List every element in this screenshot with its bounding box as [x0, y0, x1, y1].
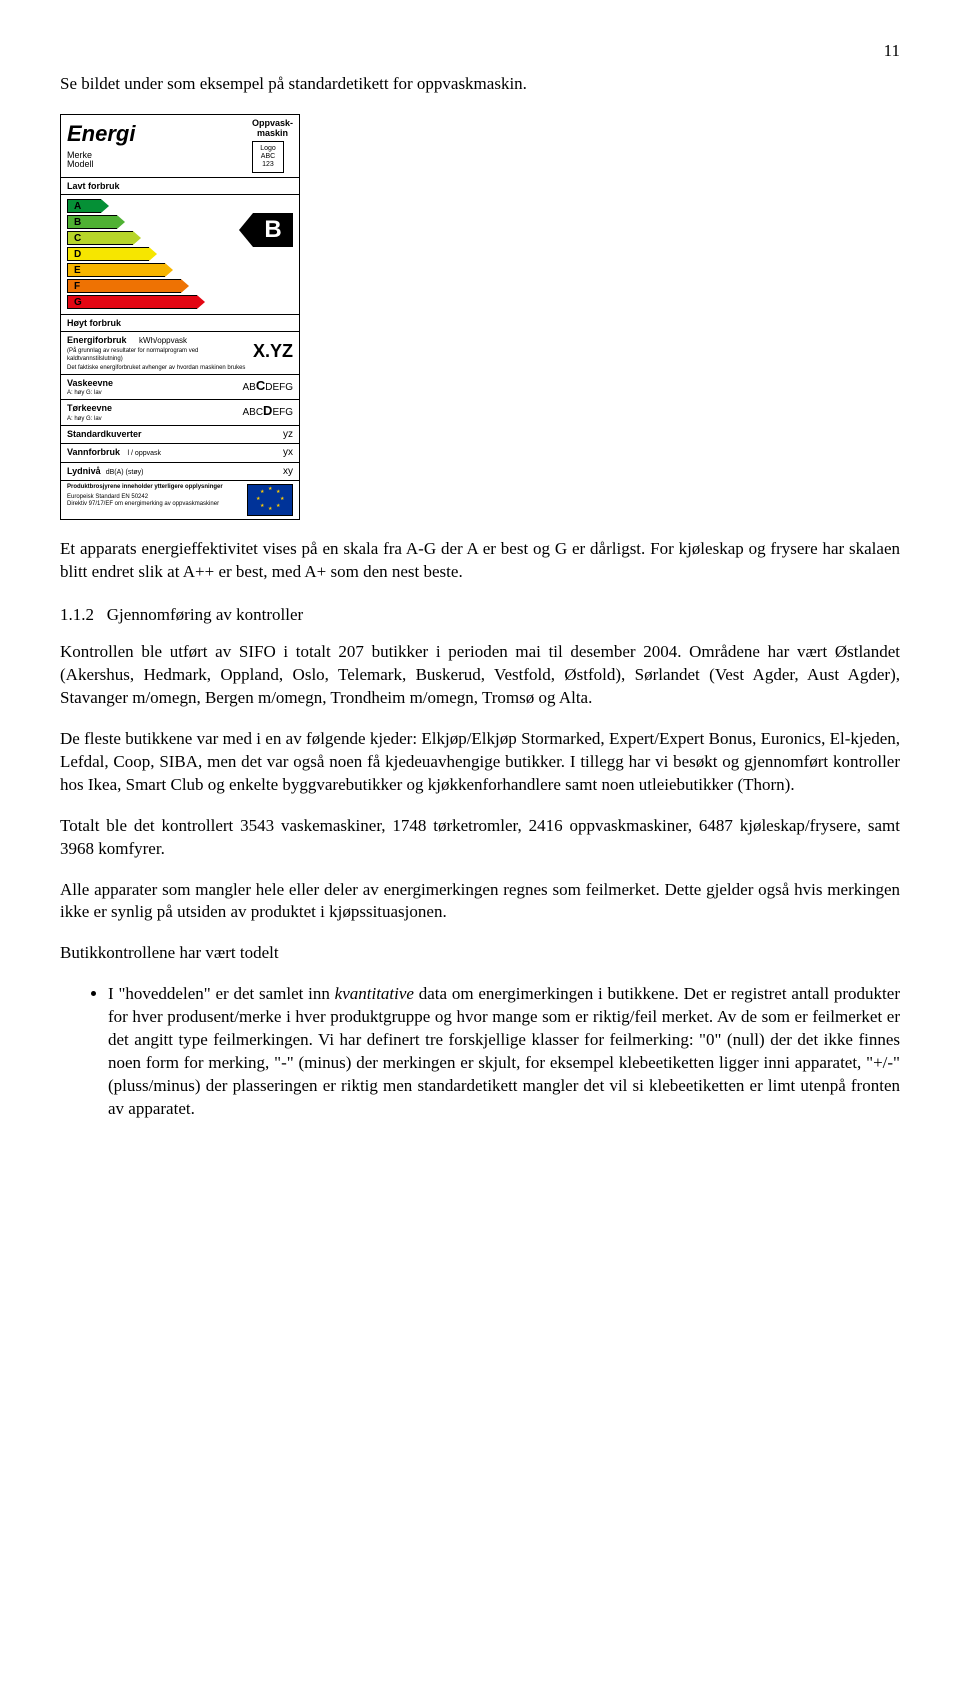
- vaskeevne-value: ABCDEFG: [242, 377, 293, 397]
- ef-note: Det faktiske energiforbruket avhenger av…: [61, 364, 299, 375]
- after-label-paragraph: Et apparats energieffektivitet vises på …: [60, 538, 900, 584]
- energy-label: Energi Merke Modell Oppvask- maskin Logo…: [60, 114, 300, 520]
- vannforbruk-label: Vannforbruk: [67, 447, 120, 457]
- footer-text-2: Europeisk Standard EN 50242 Direktiv 97/…: [67, 494, 241, 507]
- vann-value: yx: [283, 446, 293, 460]
- maskin-label: maskin: [252, 129, 293, 139]
- stdkuv-label: Standardkuverter: [67, 428, 142, 442]
- logo-box: Logo ABC 123: [252, 141, 284, 173]
- bullet-item: I "hoveddelen" er det samlet inn kvantit…: [108, 983, 900, 1121]
- torkeevne-label: Tørkeevne: [67, 403, 112, 413]
- energi-title: Energi: [67, 119, 135, 149]
- paragraph-k5: Butikkontrollene har vært todelt: [60, 942, 900, 965]
- rating-arrows: A B C D E F G B: [61, 195, 299, 315]
- ef-sub: (På grunnlag av resultater for normalpro…: [67, 347, 253, 363]
- section-heading: 1.1.2 Gjennomføring av kontroller: [60, 604, 900, 627]
- vaskeevne-label: Vaskeevne: [67, 378, 113, 388]
- paragraph-k2: De fleste butikkene var med i en av følg…: [60, 728, 900, 797]
- paragraph-k1: Kontrollen ble utført av SIFO i totalt 2…: [60, 641, 900, 710]
- torkeevne-value: ABCDEFG: [242, 402, 293, 422]
- ef-value: X.YZ: [253, 339, 293, 363]
- modell-label: Modell: [67, 160, 135, 170]
- footer-text-1: Produktbrosjyrene inneholder ytterligere…: [67, 484, 241, 490]
- eu-flag-icon: ★ ★ ★ ★ ★ ★ ★ ★: [247, 484, 293, 516]
- hoyt-forbruk: Høyt forbruk: [61, 315, 299, 332]
- paragraph-k3: Totalt ble det kontrollert 3543 vaskemas…: [60, 815, 900, 861]
- intro-paragraph: Se bildet under som eksempel på standard…: [60, 73, 900, 96]
- lydniva-label: Lydnivå: [67, 466, 101, 476]
- rating-letter: B: [253, 213, 293, 247]
- paragraph-k4: Alle apparater som mangler hele eller de…: [60, 879, 900, 925]
- lyd-value: xy: [283, 465, 293, 479]
- stdkuv-value: yz: [283, 428, 293, 442]
- lavt-forbruk: Lavt forbruk: [61, 178, 299, 195]
- page-number: 11: [60, 40, 900, 63]
- energiforbruk-label: Energiforbruk: [67, 335, 127, 345]
- rating-badge: B: [239, 213, 293, 247]
